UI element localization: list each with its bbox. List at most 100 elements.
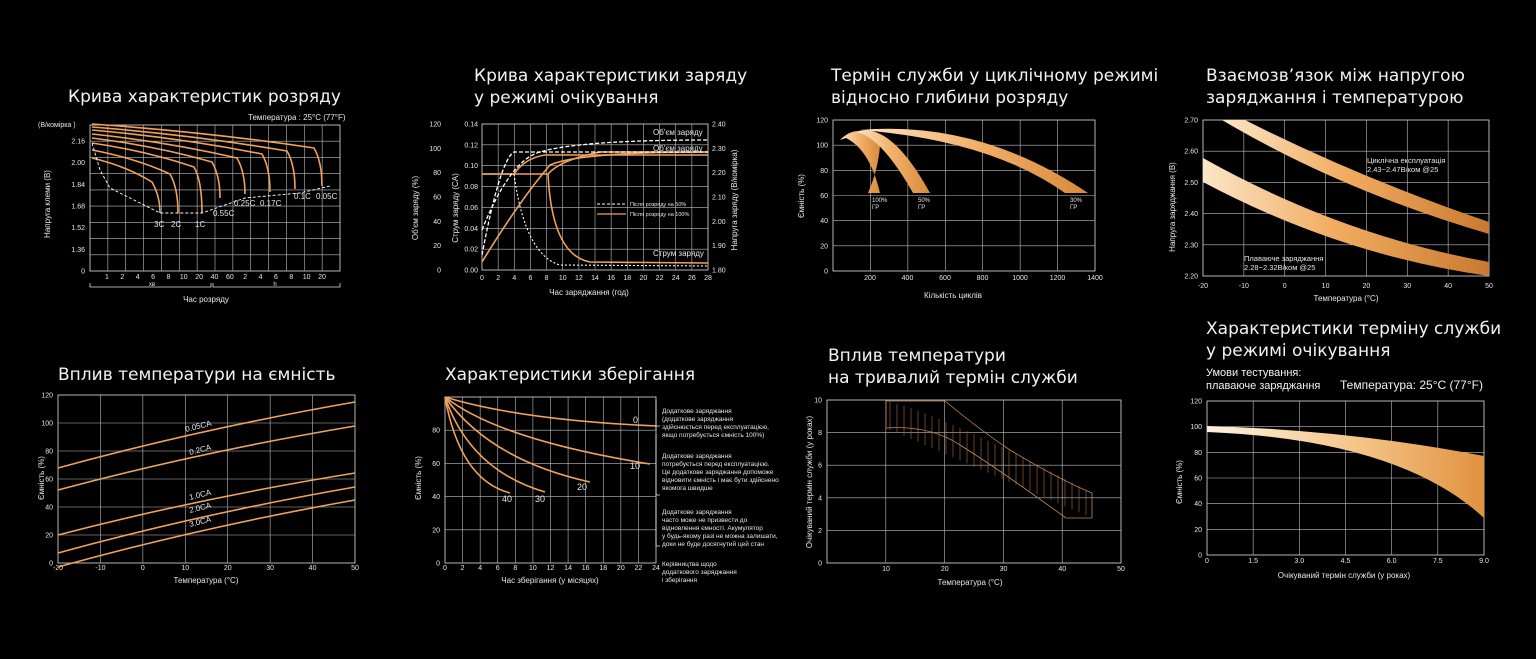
st-ytick: 0	[436, 561, 440, 568]
vt-ytick: 2.30	[1184, 242, 1198, 249]
discharge-xtick: 20	[195, 274, 203, 281]
tc-xtick: 10	[181, 565, 189, 572]
ts-xlabel: Температура (°C)	[938, 578, 1003, 587]
vt-xlabel: Температура (°C)	[1314, 294, 1379, 303]
sc2-ytick: 0.14	[464, 122, 478, 129]
tc-xtick: 50	[351, 565, 359, 572]
vt-xtick: 20	[1363, 283, 1371, 290]
st-curve-label: 10	[630, 461, 640, 471]
sl-xtick: 1.5	[1248, 558, 1258, 565]
sc1-ytick: 40	[433, 219, 441, 226]
sl-ytick: 120	[1190, 399, 1202, 406]
sl-ytick: 80	[1194, 450, 1202, 457]
sl-xtick: 7.5	[1433, 558, 1443, 565]
cl-ytick: 60	[820, 193, 828, 200]
tc-ytick: 80	[45, 449, 53, 456]
tc-xtick: -20	[53, 565, 63, 572]
cl-ytick: 80	[820, 168, 828, 175]
ts-xtick: 20	[941, 566, 949, 573]
discharge-xtick: 40	[211, 274, 219, 281]
sl-ytick: 20	[1194, 527, 1202, 534]
sc-xtick: 8	[545, 275, 549, 282]
st-xtick: 14	[564, 565, 572, 572]
sl-conditions: Умови тестування: плаваюче заряджання	[1206, 367, 1321, 392]
st-note: Додаткове заряджання (додаткове заряджанн…	[662, 408, 769, 439]
discharge-curve-label: 1C	[195, 220, 205, 229]
temp-service-title: Вплив температури на тривалий термін слу…	[828, 346, 1078, 388]
storage-title: Характеристики зберігання	[445, 365, 696, 385]
sc-xtick: 6	[528, 275, 532, 282]
st-curve	[444, 396, 591, 483]
sl-xtick: 3.0	[1294, 558, 1304, 565]
st-curve	[444, 396, 511, 494]
st-xtick: 2	[461, 565, 465, 572]
sc-xtick: 0	[480, 275, 484, 282]
vt-ytick: 2.60	[1184, 149, 1198, 156]
discharge-xtick: 8	[166, 274, 170, 281]
ts-ytick: 4	[818, 495, 822, 502]
vt-ylabel: Напруга заряджання (В)	[1168, 162, 1177, 252]
cl-label-2: 50% ГР	[918, 198, 931, 211]
vt-ytick: 2.20	[1184, 274, 1198, 281]
discharge-ytick: 1.36	[71, 247, 85, 254]
discharge-xtick: 8	[289, 274, 293, 281]
sc-legend-2: Після розряду на 100%	[630, 212, 689, 218]
scr-ytick: 1.80	[712, 268, 726, 275]
discharge-xtick: 1	[105, 274, 109, 281]
cl-label-3: 30% ГР	[1070, 198, 1083, 211]
tc-curve	[57, 472, 356, 536]
sc-xtick: 14	[591, 275, 599, 282]
st-xtick: 4	[478, 565, 482, 572]
vt-cyclic-label: Циклічна експлуатація 2.43~2.47В/ком @25	[1367, 156, 1445, 174]
cl-xtick: 800	[977, 275, 989, 282]
ts-ylabel: Очікуваний термін служби (у роках)	[805, 415, 814, 548]
tc-ylabel: Ємність (%)	[37, 456, 46, 500]
st-xtick: 18	[599, 565, 607, 572]
sc1-ytick: 60	[433, 195, 441, 202]
st-xtick: 0	[443, 565, 447, 572]
tc-curve	[57, 486, 356, 554]
discharge-curve	[91, 126, 296, 190]
discharge-curve-label: 3C	[154, 220, 164, 229]
discharge-curve-label: 0.55C	[213, 209, 235, 218]
st-note: Керівництва щодо додаткового заряджання і …	[662, 560, 737, 584]
sc-ylabel-right: Напруга заряду (В/комірка)	[730, 149, 739, 250]
sl-ytick: 60	[1194, 476, 1202, 483]
ts-xtick: 50	[1117, 566, 1125, 573]
discharge-hour-label: h	[273, 282, 276, 288]
discharge-xlabel: Час розряду	[183, 295, 229, 304]
tc-xtick: 40	[309, 565, 317, 572]
cl-xtick: 400	[902, 275, 914, 282]
tc-curve	[57, 425, 356, 491]
sc-ylabel-2: Струм заряду (CA)	[451, 173, 460, 243]
st-curve-label: 0	[633, 415, 638, 425]
sl-xtick: 6.0	[1387, 558, 1397, 565]
sc-xtick: 26	[688, 275, 696, 282]
st-xtick: 8	[513, 565, 517, 572]
discharge-curve-label: 0.17C	[260, 199, 282, 208]
voltage-temp-title: Взаємозв’язок між напругою заряджання і …	[1206, 66, 1465, 108]
cl-xtick: 1200	[1050, 275, 1066, 282]
tc-curve	[57, 401, 356, 469]
st-xlabel: Час зберігання (у місяцях)	[501, 576, 599, 585]
discharge-curve	[91, 129, 271, 193]
vt-xtick: 40	[1444, 283, 1452, 290]
discharge-xtick: 10	[180, 274, 188, 281]
sc-annot-3: Струм заряду	[653, 249, 704, 258]
st-curve	[444, 396, 546, 493]
cl-xtick: 600	[939, 275, 951, 282]
discharge-ytick: 1.68	[71, 204, 85, 211]
sl-xlabel: Очікуваний термін служби (у роках)	[1278, 571, 1411, 580]
ts-xtick: 30	[1000, 566, 1008, 573]
tc-ytick: 120	[41, 393, 53, 400]
tc-xlabel: Температура (°C)	[174, 576, 239, 585]
st-curve	[444, 396, 657, 427]
st-xtick: 10	[529, 565, 537, 572]
sc-annot-1: Об'єм заряду	[653, 128, 703, 137]
vt-ytick: 2.40	[1184, 211, 1198, 218]
sc-ylabel-1: Об'єм заряду (%)	[411, 176, 420, 241]
cl-xtick: 1000	[1012, 275, 1028, 282]
